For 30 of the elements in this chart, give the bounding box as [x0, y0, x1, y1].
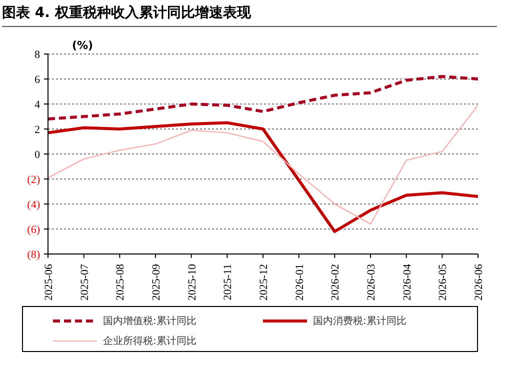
- line-series: [48, 75, 478, 120]
- x-tick-label: 2025-10: [186, 264, 198, 301]
- x-tick-label: 2026-04: [401, 264, 414, 301]
- x-tick-label: 2026-06: [473, 264, 485, 301]
- x-tick-label: 2025-11: [222, 264, 234, 300]
- y-tick-label: (6): [27, 224, 40, 236]
- x-tick-label: 2026-01: [294, 264, 306, 301]
- y-tick-label: 0: [34, 149, 40, 161]
- y-tick-label: 6: [34, 74, 40, 86]
- line-series: [48, 104, 478, 225]
- line-series: [48, 121, 478, 233]
- x-tick-label: 2026-05: [437, 264, 450, 301]
- y-tick-label: 2: [34, 124, 40, 136]
- legend-label: 国内消费税:累计同比: [313, 314, 406, 328]
- chart-title: 图表 4. 权重税种收入累计同比增速表现: [2, 4, 497, 27]
- x-tick-label: 2025-07: [78, 264, 91, 301]
- y-tick-label: (4): [27, 199, 40, 211]
- y-tick-label: (8): [27, 249, 40, 261]
- x-tick-label: 2025-12: [258, 264, 270, 301]
- y-tick-label: (2): [27, 174, 40, 186]
- x-tick-label: 2025-06: [43, 264, 55, 301]
- legend-label: 国内增值税:累计同比: [103, 314, 196, 328]
- y-tick-label: 4: [34, 99, 40, 111]
- x-tick-label: 2026-03: [366, 264, 378, 301]
- y-tick-label: 8: [34, 49, 40, 61]
- x-tick-label: 2025-09: [150, 264, 162, 301]
- y-axis-title: (%): [72, 39, 94, 52]
- x-tick-label: 2026-02: [330, 264, 342, 301]
- legend-label: 企业所得税:累计同比: [103, 334, 196, 348]
- x-tick-label: 2025-08: [114, 264, 127, 301]
